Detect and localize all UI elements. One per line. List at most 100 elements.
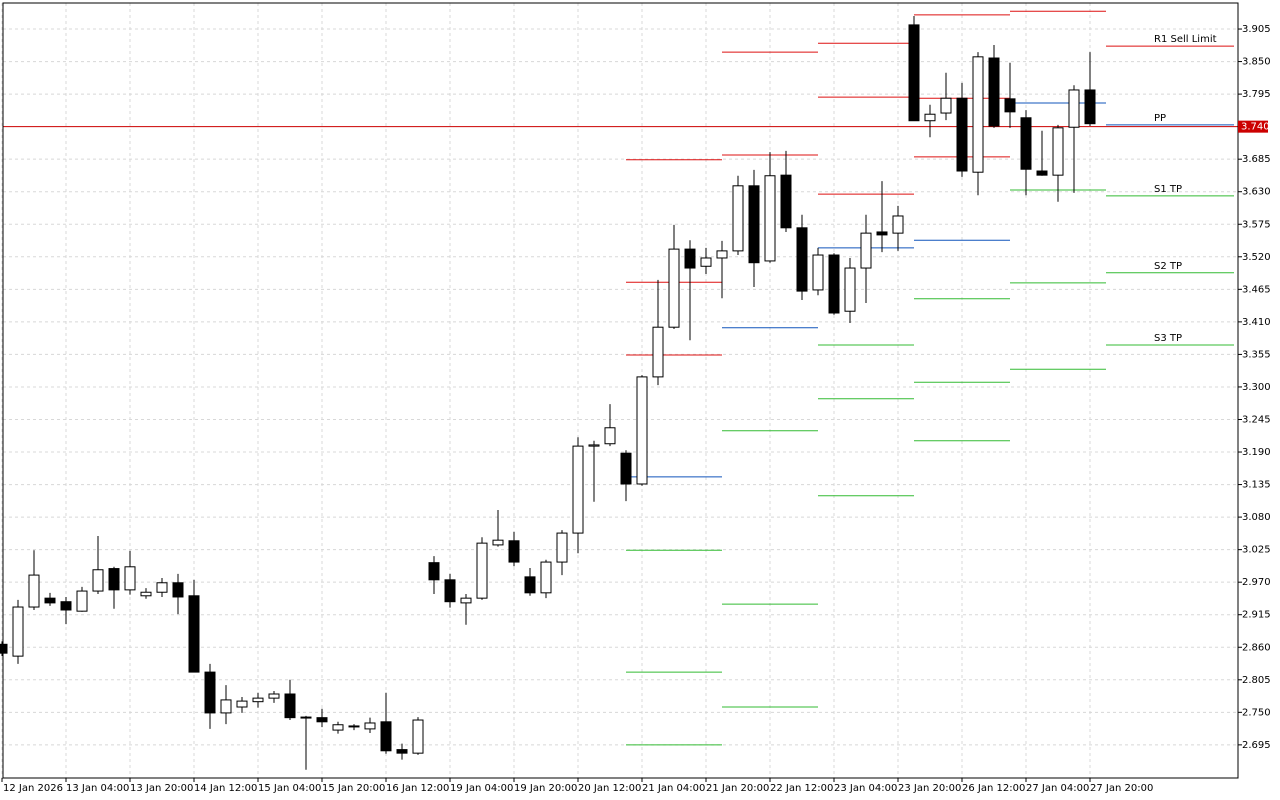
candle-body: [652, 326, 664, 378]
candle-body: [940, 97, 952, 114]
candle-body: [268, 693, 280, 699]
candle-body: [92, 569, 104, 592]
y-tick-label: 3.905: [1242, 24, 1271, 35]
candle-body: [860, 232, 872, 269]
y-tick-label: 2.970: [1242, 577, 1271, 588]
candle-body: [556, 532, 568, 563]
candle-body: [492, 539, 504, 546]
y-tick-label: 3.685: [1242, 154, 1271, 165]
candle-body: [620, 452, 632, 485]
candle-body: [764, 175, 776, 262]
y-tick-label: 3.245: [1242, 414, 1271, 425]
y-tick-label: 3.190: [1242, 447, 1271, 458]
candle-body: [668, 248, 680, 328]
candle-body: [364, 722, 376, 730]
support-level-label: S3 TP: [1154, 333, 1182, 344]
y-tick-label: 3.080: [1242, 512, 1271, 523]
x-tick-label: 19 Jan 20:00: [514, 783, 577, 794]
candle-body: [188, 595, 200, 673]
candle-body: [604, 427, 616, 445]
candle-body: [540, 561, 552, 594]
candle-body: [108, 568, 120, 591]
candle-body: [300, 716, 312, 719]
x-tick-label: 15 Jan 04:00: [258, 783, 321, 794]
candle-body: [444, 579, 456, 603]
candle-body: [892, 215, 904, 234]
candle-body: [28, 574, 40, 608]
support-level-label: S1 TP: [1154, 184, 1182, 195]
y-tick-label: 3.795: [1242, 89, 1271, 100]
candle-body: [12, 606, 24, 657]
candle-body: [252, 697, 264, 703]
candle-body: [204, 671, 216, 714]
candle-body: [1036, 170, 1048, 176]
candle-body: [1020, 117, 1032, 170]
candle-body: [172, 582, 184, 598]
y-tick-label: 2.915: [1242, 610, 1271, 621]
candle-body: [572, 445, 584, 534]
candle-body: [876, 231, 888, 236]
candle-body: [1084, 89, 1096, 125]
candle-body: [220, 699, 232, 714]
plot-frame: [2, 2, 1239, 779]
pivot-level-label: PP: [1154, 113, 1166, 124]
candle-body: [476, 542, 488, 599]
y-tick-label: 2.805: [1242, 675, 1271, 686]
candle-body: [460, 597, 472, 604]
y-tick-label: 2.750: [1242, 707, 1271, 718]
candle-body: [908, 24, 920, 122]
candle-body: [316, 717, 328, 723]
candle-body: [1004, 98, 1016, 113]
y-tick-label: 3.355: [1242, 349, 1271, 360]
candle-body: [140, 591, 152, 597]
y-tick-label: 2.695: [1242, 740, 1271, 751]
candle-body: [76, 590, 88, 612]
candle-body: [732, 185, 744, 252]
y-tick-label: 3.410: [1242, 317, 1271, 328]
support-level-label: S2 TP: [1154, 261, 1182, 272]
candle-body: [428, 562, 440, 581]
x-tick-label: 23 Jan 04:00: [834, 783, 897, 794]
candle-body: [748, 185, 760, 264]
candle-body: [796, 227, 808, 292]
candle-body: [844, 267, 856, 312]
candle-body: [924, 113, 936, 122]
candle-body: [972, 56, 984, 173]
x-tick-label: 21 Jan 04:00: [642, 783, 705, 794]
candle-body: [44, 597, 56, 604]
x-tick-label: 19 Jan 04:00: [450, 783, 513, 794]
candle-body: [124, 566, 136, 591]
candle-body: [588, 444, 600, 447]
y-tick-label: 3.850: [1242, 57, 1271, 68]
y-tick-label: 3.025: [1242, 545, 1271, 556]
candle-body: [156, 582, 168, 593]
y-tick-label: 3.575: [1242, 219, 1271, 230]
candle-body: [716, 250, 728, 259]
candle-body: [348, 725, 360, 728]
x-tick-label: 20 Jan 12:00: [578, 783, 641, 794]
y-tick-label: 2.860: [1242, 642, 1271, 653]
x-tick-label: 16 Jan 12:00: [386, 783, 449, 794]
candle-body: [236, 700, 248, 708]
y-tick-label: 3.630: [1242, 187, 1271, 198]
candle-body: [812, 254, 824, 291]
candle-body: [636, 376, 648, 485]
candle-body: [332, 724, 344, 731]
y-tick-label: 3.465: [1242, 284, 1271, 295]
y-tick-label: 3.135: [1242, 480, 1271, 491]
y-tick-label: 3.300: [1242, 382, 1271, 393]
x-tick-label: 12 Jan 2026: [3, 783, 63, 794]
candle-body: [60, 601, 72, 611]
candle-body: [1052, 127, 1064, 176]
x-tick-label: 13 Jan 20:00: [130, 783, 193, 794]
y-tick-label: 3.520: [1242, 252, 1271, 263]
x-tick-label: 27 Jan 20:00: [1090, 783, 1153, 794]
candle-body: [508, 540, 520, 563]
candle-body: [1068, 89, 1080, 128]
candle-body: [828, 254, 840, 314]
candle-body: [284, 693, 296, 719]
resistance-level-label: R1 Sell Limit: [1154, 34, 1217, 45]
x-tick-label: 26 Jan 12:00: [962, 783, 1025, 794]
candle-body: [380, 721, 392, 752]
